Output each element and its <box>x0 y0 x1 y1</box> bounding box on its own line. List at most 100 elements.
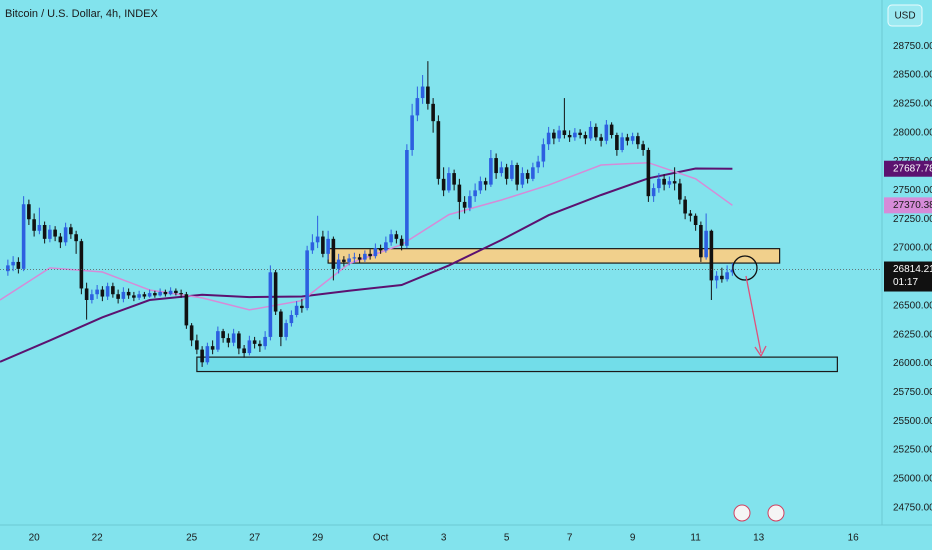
candle-body <box>662 178 666 185</box>
candle-body <box>347 258 351 262</box>
ma-value-box <box>884 160 932 177</box>
candle-body <box>305 250 309 309</box>
x-tick-label: 20 <box>29 533 41 544</box>
candle-body <box>352 257 357 259</box>
y-tick-label: 28000.00 <box>893 127 932 138</box>
candle-body <box>237 333 241 349</box>
y-tick-label: 28500.00 <box>893 70 932 81</box>
candle-body <box>483 181 488 185</box>
candle-body <box>615 135 619 150</box>
candle-body <box>111 286 115 295</box>
candle-body <box>546 132 551 145</box>
candle-body <box>310 242 315 251</box>
candle-body <box>462 201 467 208</box>
candle-body <box>163 291 168 295</box>
currency-button[interactable]: USD <box>887 4 923 27</box>
candle-body <box>32 219 36 231</box>
candle-body <box>331 238 336 269</box>
candle-body <box>384 242 388 251</box>
candle-body <box>405 150 409 246</box>
y-tick-label: 28250.00 <box>893 98 932 109</box>
candle-body <box>137 294 141 298</box>
candle-body <box>326 238 330 254</box>
last-price-box <box>884 261 932 292</box>
candle-body <box>189 325 194 341</box>
candle-body <box>557 130 561 139</box>
candle-body <box>74 234 78 242</box>
candle-body <box>415 98 420 116</box>
candle-body <box>667 181 672 185</box>
candle-body <box>221 331 225 339</box>
candle-body <box>210 346 215 350</box>
candle-body <box>657 178 661 189</box>
countdown-label: 01:17 <box>893 277 918 288</box>
candle-body <box>21 204 26 269</box>
candle-body <box>725 272 729 280</box>
candle-body <box>473 190 477 197</box>
candle-body <box>142 294 147 297</box>
candle-body <box>252 340 257 344</box>
candle-body <box>184 294 189 326</box>
candle-body <box>6 265 10 272</box>
candle-body <box>426 86 430 104</box>
y-tick-label: 27000.00 <box>893 243 932 254</box>
y-tick-label: 26000.00 <box>893 358 932 369</box>
moving-average-line <box>0 167 733 363</box>
candle-body <box>342 259 346 262</box>
x-tick-label: 16 <box>848 533 860 544</box>
candle-body <box>268 272 273 337</box>
candle-body <box>704 230 708 258</box>
candle-body <box>121 291 126 299</box>
candle-body <box>583 135 588 139</box>
candle-body <box>273 272 278 312</box>
candle-body <box>714 275 719 281</box>
y-tick-label: 26250.00 <box>893 329 932 340</box>
candle-body <box>168 290 173 295</box>
candle-body <box>630 136 635 141</box>
candle-body <box>478 181 483 191</box>
candle-body <box>357 257 362 260</box>
candle-body <box>153 293 157 296</box>
x-tick-label: 7 <box>567 533 573 544</box>
candle-body <box>158 291 162 296</box>
price-zone <box>196 356 838 373</box>
candle-body <box>205 346 210 363</box>
candle-body <box>447 173 451 191</box>
candle-body <box>636 136 640 145</box>
x-tick-label: Oct <box>373 533 389 544</box>
candle-body <box>242 348 246 354</box>
currency-button-box[interactable] <box>887 4 923 27</box>
candle-body <box>16 261 21 269</box>
candle-body <box>90 294 94 300</box>
candle-body <box>436 121 441 179</box>
candle-body <box>53 229 57 237</box>
candle-body <box>709 230 714 281</box>
candle-body <box>132 295 136 298</box>
candle-body <box>410 115 414 150</box>
y-tick-label: 28750.00 <box>893 41 932 52</box>
candle-body <box>567 135 572 138</box>
candle-body <box>531 167 535 179</box>
x-tick-label: 3 <box>441 533 447 544</box>
currency-button-label[interactable]: USD <box>894 11 915 22</box>
ma-value-box <box>884 197 932 214</box>
candle-body <box>294 305 299 315</box>
candle-body <box>588 126 593 139</box>
candle-body <box>541 144 546 162</box>
candle-body <box>179 293 183 295</box>
annotation-arrow-head <box>754 345 767 358</box>
candle-body <box>289 315 294 324</box>
candle-body <box>693 215 698 225</box>
x-tick-label: 29 <box>312 533 324 544</box>
event-icons <box>733 504 785 522</box>
candle-body <box>279 311 283 337</box>
candle-body <box>284 323 288 337</box>
x-tick-label: 25 <box>186 533 198 544</box>
candle-body <box>489 158 493 185</box>
candle-body <box>573 132 577 138</box>
candle-body <box>730 269 735 273</box>
event-icon[interactable] <box>767 504 785 522</box>
event-icon[interactable] <box>733 504 751 522</box>
candle-body <box>58 236 63 243</box>
